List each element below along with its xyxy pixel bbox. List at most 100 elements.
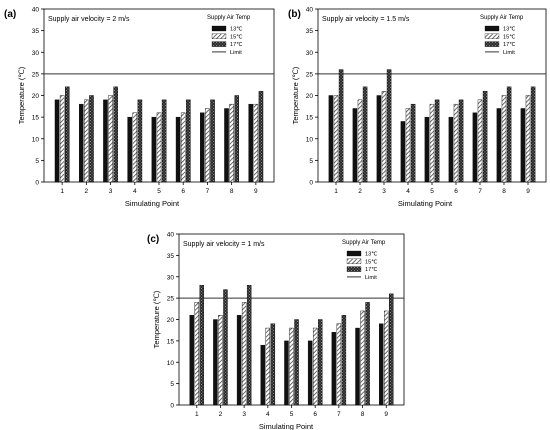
x-tick-label: 7 [206, 188, 210, 195]
bar-series1-point2 [352, 108, 358, 183]
x-axis-title: Simulating Point [259, 422, 314, 430]
bar-series3-point1 [199, 285, 205, 406]
bar-series3-point1 [338, 69, 344, 183]
bar-series2-point5 [429, 103, 435, 183]
legend-label-3: 17℃ [230, 42, 243, 48]
bar-series2-point4 [405, 108, 411, 183]
bar-series3-point7 [482, 90, 488, 183]
y-tick-label: 35 [32, 28, 40, 35]
y-tick-label: 10 [167, 360, 175, 367]
bar-series3-point7 [341, 315, 347, 406]
bar-series1-point9 [248, 103, 253, 183]
bar-series1-point6 [307, 340, 313, 406]
bar-series3-point5 [434, 99, 440, 183]
y-tick-label: 0 [170, 403, 174, 410]
bar-series3-point8 [365, 302, 370, 406]
x-tick-label: 7 [478, 188, 482, 195]
bar-series2-point1 [333, 95, 339, 183]
bar-series2-point6 [180, 112, 186, 183]
bar-series1-point4 [260, 344, 266, 406]
bar-series1-point1 [189, 315, 194, 406]
bar-series3-point8 [506, 86, 512, 183]
x-tick-label: 8 [361, 411, 365, 418]
x-tick-label: 5 [290, 411, 294, 418]
x-tick-label: 9 [254, 188, 258, 195]
velocity-annotation: Supply air velocity = 1 m/s [183, 241, 265, 248]
bar-series2-point2 [84, 99, 89, 183]
legend: Supply Air Temp 13℃15℃ 17℃ Limit [480, 15, 524, 56]
bar-series1-point7 [331, 332, 337, 406]
bar-series2-point6 [453, 103, 459, 183]
legend-swatch-2 [484, 33, 500, 39]
bar-series1-point7 [200, 112, 205, 183]
bar-series1-point8 [355, 327, 360, 406]
legend-label-4: Limit [503, 50, 515, 56]
bar-series2-point4 [132, 112, 138, 183]
bar-series1-point1 [328, 95, 334, 183]
x-tick-label: 1 [60, 188, 64, 195]
bar-series2-point7 [477, 99, 483, 183]
chart-panel-3: 0 5 10 15 20 25 30 35 40 1 2 3 4 5 6 7 8 9 Simulating Poin… [147, 232, 405, 430]
bar-series2-point7 [205, 108, 210, 183]
bar-series1-point1 [54, 99, 60, 183]
bar-series3-point8 [234, 95, 240, 183]
x-axis-title: Simulating Point [125, 199, 180, 208]
y-tick-label: 5 [35, 158, 39, 165]
x-tick-label: 6 [181, 188, 185, 195]
y-tick-label: 20 [32, 93, 40, 100]
bar-series1-point5 [424, 116, 430, 183]
bar-series2-point3 [241, 302, 247, 406]
x-tick-label: 4 [406, 188, 410, 195]
legend-label-2: 15℃ [230, 34, 243, 40]
y-tick-label: 30 [306, 50, 314, 57]
y-tick-label: 20 [167, 317, 175, 324]
x-tick-label: 7 [337, 411, 341, 418]
x-tick-label: 4 [266, 411, 270, 418]
bar-series3-point3 [113, 86, 118, 183]
bar-series1-point3 [236, 315, 242, 406]
y-tick-label: 40 [32, 7, 40, 14]
bar-series2-point7 [336, 323, 342, 406]
y-tick-label: 35 [306, 28, 314, 35]
bar-series3-point3 [246, 285, 252, 406]
y-tick-label: 20 [306, 93, 314, 100]
y-tick-label: 15 [32, 115, 40, 122]
y-tick-label: 25 [32, 71, 40, 78]
bar-series3-point4 [410, 103, 416, 183]
y-tick-label: 25 [306, 71, 314, 78]
x-tick-label: 6 [313, 411, 317, 418]
legend-label-4: Limit [230, 50, 242, 56]
bar-series2-point8 [360, 310, 365, 406]
bar-series2-point3 [108, 95, 113, 183]
legend-swatch-3 [346, 266, 362, 272]
legend-label-1: 13℃ [365, 252, 378, 258]
bar-series1-point9 [520, 108, 526, 183]
bar-series1-point2 [78, 103, 84, 183]
panel-label: (c) [147, 234, 159, 245]
y-tick-label: 0 [309, 180, 313, 187]
bar-series3-point7 [210, 99, 215, 183]
bar-series3-point3 [386, 69, 392, 183]
x-tick-label: 3 [109, 188, 113, 195]
legend-swatch-2 [211, 33, 227, 39]
bar-series1-point5 [284, 340, 289, 406]
x-tick-label: 6 [454, 188, 458, 195]
y-tick-label: 40 [167, 232, 175, 239]
x-tick-label: 9 [526, 188, 530, 195]
bar-series2-point2 [218, 315, 223, 406]
bar-series3-point9 [389, 293, 394, 406]
y-tick-label: 30 [32, 50, 40, 57]
x-tick-label: 5 [157, 188, 161, 195]
x-tick-label: 2 [358, 188, 362, 195]
x-tick-label: 1 [195, 411, 199, 418]
y-tick-label: 5 [309, 158, 313, 165]
legend: Supply Air Temp 13℃15℃ 17℃ Limit [207, 15, 251, 56]
x-tick-label: 2 [219, 411, 223, 418]
bar-series2-point1 [194, 302, 199, 406]
bar-series3-point6 [318, 319, 323, 406]
bar-series2-point2 [357, 99, 363, 183]
legend-swatch-3 [484, 41, 500, 47]
bar-series1-point6 [448, 116, 454, 183]
